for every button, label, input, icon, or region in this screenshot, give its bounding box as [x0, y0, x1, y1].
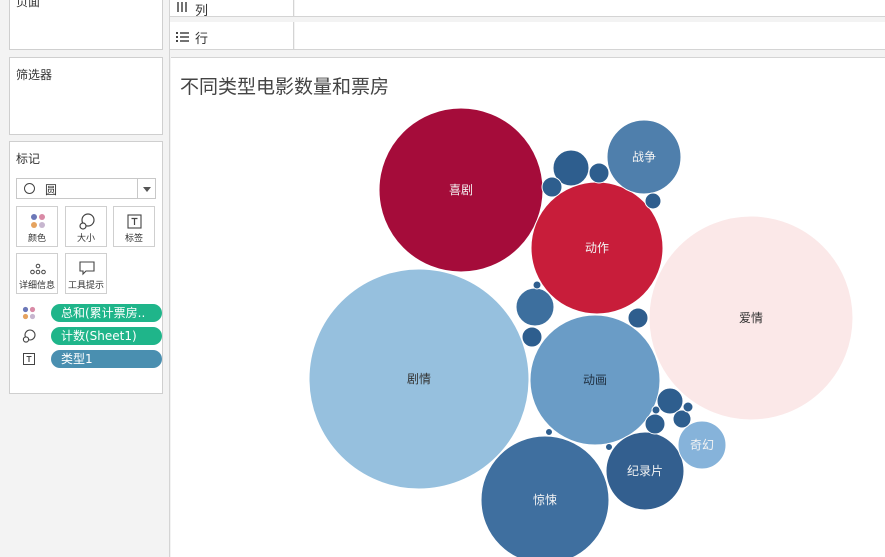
bubble-small-17[interactable]: [656, 387, 684, 415]
columns-drop-area[interactable]: [295, 0, 885, 16]
tooltip-button[interactable]: 工具提示: [65, 253, 107, 294]
rows-shelf-header: 行: [170, 22, 294, 49]
bubble-label: 动作: [585, 241, 609, 255]
filters-card-title: 筛选器: [16, 68, 53, 82]
label-button[interactable]: 标签: [113, 206, 155, 247]
bubble-small-18[interactable]: [672, 409, 692, 429]
rows-shelf-label: 行: [195, 32, 209, 47]
detail-button[interactable]: 详细信息: [16, 253, 58, 294]
left-pane: 页面 筛选器 标记 圆 颜色 大小: [0, 0, 170, 557]
worksheet-view: 不同类型电影数量和票房 喜剧动作 战争爱情剧情 动画惊悚 纪录片 奇幻: [171, 57, 885, 557]
text-label-icon: [127, 214, 142, 229]
text-label-icon: [23, 353, 35, 365]
detail-icon: [30, 263, 46, 275]
filters-card[interactable]: 筛选器: [9, 57, 163, 135]
columns-shelf-header: 列: [170, 0, 294, 19]
bubble-small-13[interactable]: [515, 287, 555, 327]
bubble-label: 奇幻: [690, 438, 714, 452]
bubble-label: 纪录片: [627, 464, 663, 478]
chevron-down-icon[interactable]: [137, 179, 155, 198]
rows-icon: [176, 32, 189, 42]
tooltip-button-label: 工具提示: [67, 281, 104, 291]
marks-card-title: 标记: [16, 152, 41, 166]
bubble-small-20[interactable]: [682, 401, 694, 413]
bubble-label: 爱情: [739, 311, 763, 325]
detail-button-label: 详细信息: [18, 281, 55, 291]
bubble-label: 战争: [632, 150, 656, 164]
color-icon: [22, 306, 36, 320]
label-button-label: 标签: [124, 234, 143, 244]
label-pill-row: 类型1: [22, 350, 162, 368]
color-field-pill[interactable]: 总和(累计票房..: [51, 304, 162, 322]
size-icon: [79, 213, 95, 230]
bubble-small-10[interactable]: [588, 162, 610, 184]
bubble-label: 剧情: [407, 372, 431, 386]
bubble-small-11[interactable]: [541, 176, 563, 198]
size-button[interactable]: 大小: [65, 206, 107, 247]
bubble-small-21[interactable]: [651, 405, 661, 415]
bubble-small-14[interactable]: [521, 326, 543, 348]
pages-card[interactable]: 页面: [9, 0, 163, 50]
columns-shelf: 列: [170, 0, 885, 19]
tooltip-icon: [79, 261, 95, 276]
bubble-爱情[interactable]: [648, 215, 854, 421]
worksheet-title: 不同类型电影数量和票房: [180, 76, 390, 98]
columns-icon: [177, 2, 187, 12]
bubble-动画[interactable]: [529, 314, 661, 446]
bubble-small-16[interactable]: [627, 307, 649, 329]
color-icon: [31, 214, 45, 228]
bubble-战争[interactable]: [606, 119, 682, 195]
size-icon: [22, 329, 36, 343]
bubble-small-23[interactable]: [605, 443, 613, 451]
color-button[interactable]: 颜色: [16, 206, 58, 247]
mark-type-dropdown[interactable]: 圆: [16, 178, 156, 199]
bubble-label: 喜剧: [449, 183, 473, 197]
label-field-pill[interactable]: 类型1: [51, 350, 162, 368]
color-button-label: 颜色: [27, 234, 46, 244]
mark-type-label: 圆: [45, 183, 58, 197]
size-field-pill[interactable]: 计数(Sheet1): [51, 327, 162, 345]
marks-card: 标记 圆 颜色 大小 标签: [9, 141, 163, 394]
bubble-剧情[interactable]: [308, 268, 530, 490]
color-pill-row: 总和(累计票房..: [22, 304, 162, 322]
bubble-small-15[interactable]: [532, 280, 542, 290]
bubble-label: 惊悚: [533, 492, 557, 507]
pages-card-title: 页面: [16, 0, 41, 9]
columns-shelf-label: 列: [195, 4, 209, 19]
rows-drop-area[interactable]: [295, 22, 885, 49]
bubble-small-12[interactable]: [644, 192, 662, 210]
bubble-纪录片[interactable]: [605, 431, 685, 511]
bubble-small-19[interactable]: [644, 413, 666, 435]
bubble-small-22[interactable]: [545, 428, 553, 436]
circle-icon: [24, 183, 35, 194]
bubble-small-9[interactable]: [552, 149, 590, 187]
size-button-label: 大小: [76, 234, 95, 244]
bubble-奇幻[interactable]: [677, 420, 727, 470]
size-pill-row: 计数(Sheet1): [22, 327, 162, 345]
rows-shelf: 行: [170, 22, 885, 50]
bubble-label: 动画: [583, 373, 607, 387]
bubble-惊悚[interactable]: [480, 435, 610, 557]
